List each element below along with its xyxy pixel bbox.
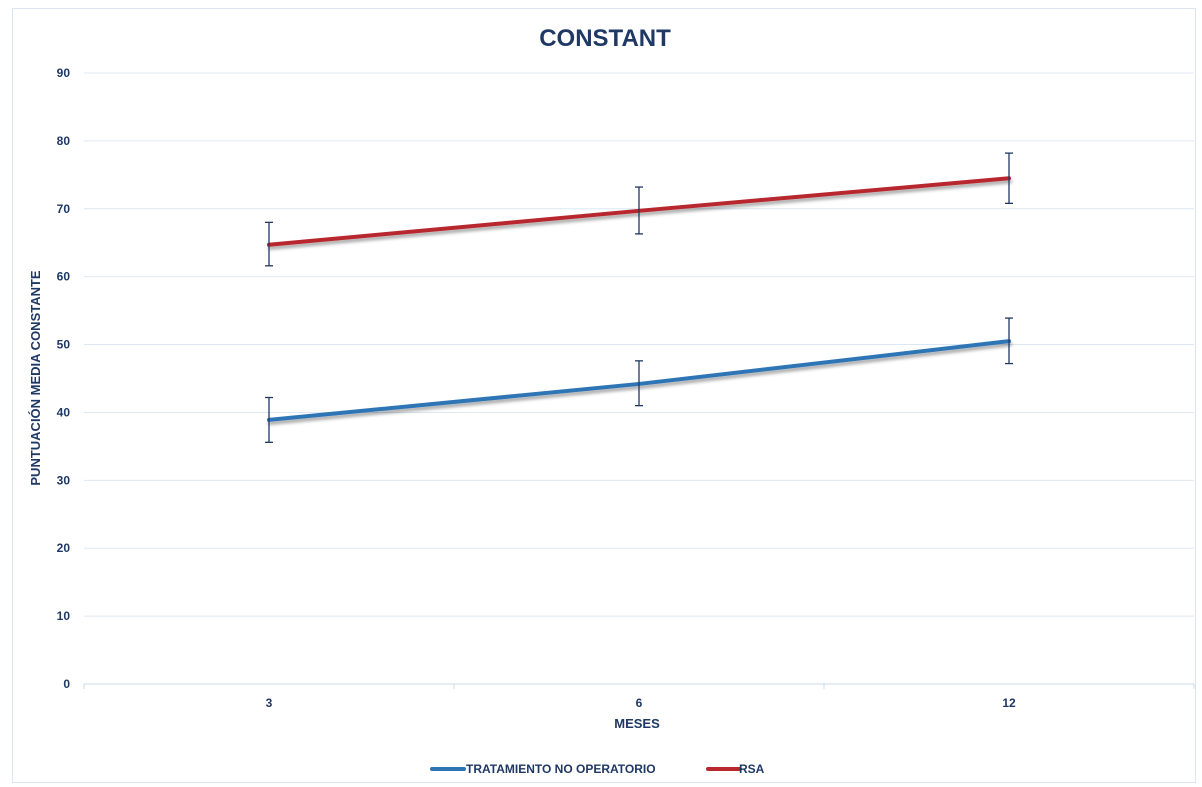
y-tick-label: 0 (63, 677, 70, 691)
error-bar (635, 186, 643, 235)
error-bar (265, 396, 273, 443)
legend: TRATAMIENTO NO OPERATORIO RSA (430, 762, 765, 776)
y-axis-title: PUNTUACIÓN MEDIA CONSTANTE (28, 270, 43, 486)
y-tick-label: 50 (57, 338, 71, 352)
y-tick-label: 70 (57, 202, 71, 216)
chart-title: CONSTANT (539, 25, 671, 52)
legend-label: RSA (739, 762, 765, 776)
x-tick-label: 6 (636, 696, 643, 710)
chart-frame (12, 8, 1196, 783)
y-tick-label: 80 (57, 134, 71, 148)
legend-label: TRATAMIENTO NO OPERATORIO (466, 762, 656, 776)
y-tick-label: 10 (57, 609, 71, 623)
x-axis-tick-labels: 3 6 12 (266, 696, 1016, 710)
y-tick-label: 20 (57, 541, 71, 555)
x-tick-label: 3 (266, 696, 273, 710)
y-tick-label: 30 (57, 473, 71, 487)
y-axis-tick-labels: 0 10 20 30 40 50 60 70 80 90 (57, 66, 71, 691)
x-tick-label: 12 (1002, 696, 1016, 710)
y-tick-label: 40 (57, 405, 71, 419)
x-axis-title: MESES (614, 716, 660, 731)
error-bar (1005, 152, 1013, 204)
error-bar (635, 360, 643, 407)
error-bar (1005, 317, 1013, 365)
error-bar (265, 221, 273, 267)
y-tick-label: 60 (57, 270, 71, 284)
series-layer (265, 152, 1013, 443)
y-tick-label: 90 (57, 66, 71, 80)
